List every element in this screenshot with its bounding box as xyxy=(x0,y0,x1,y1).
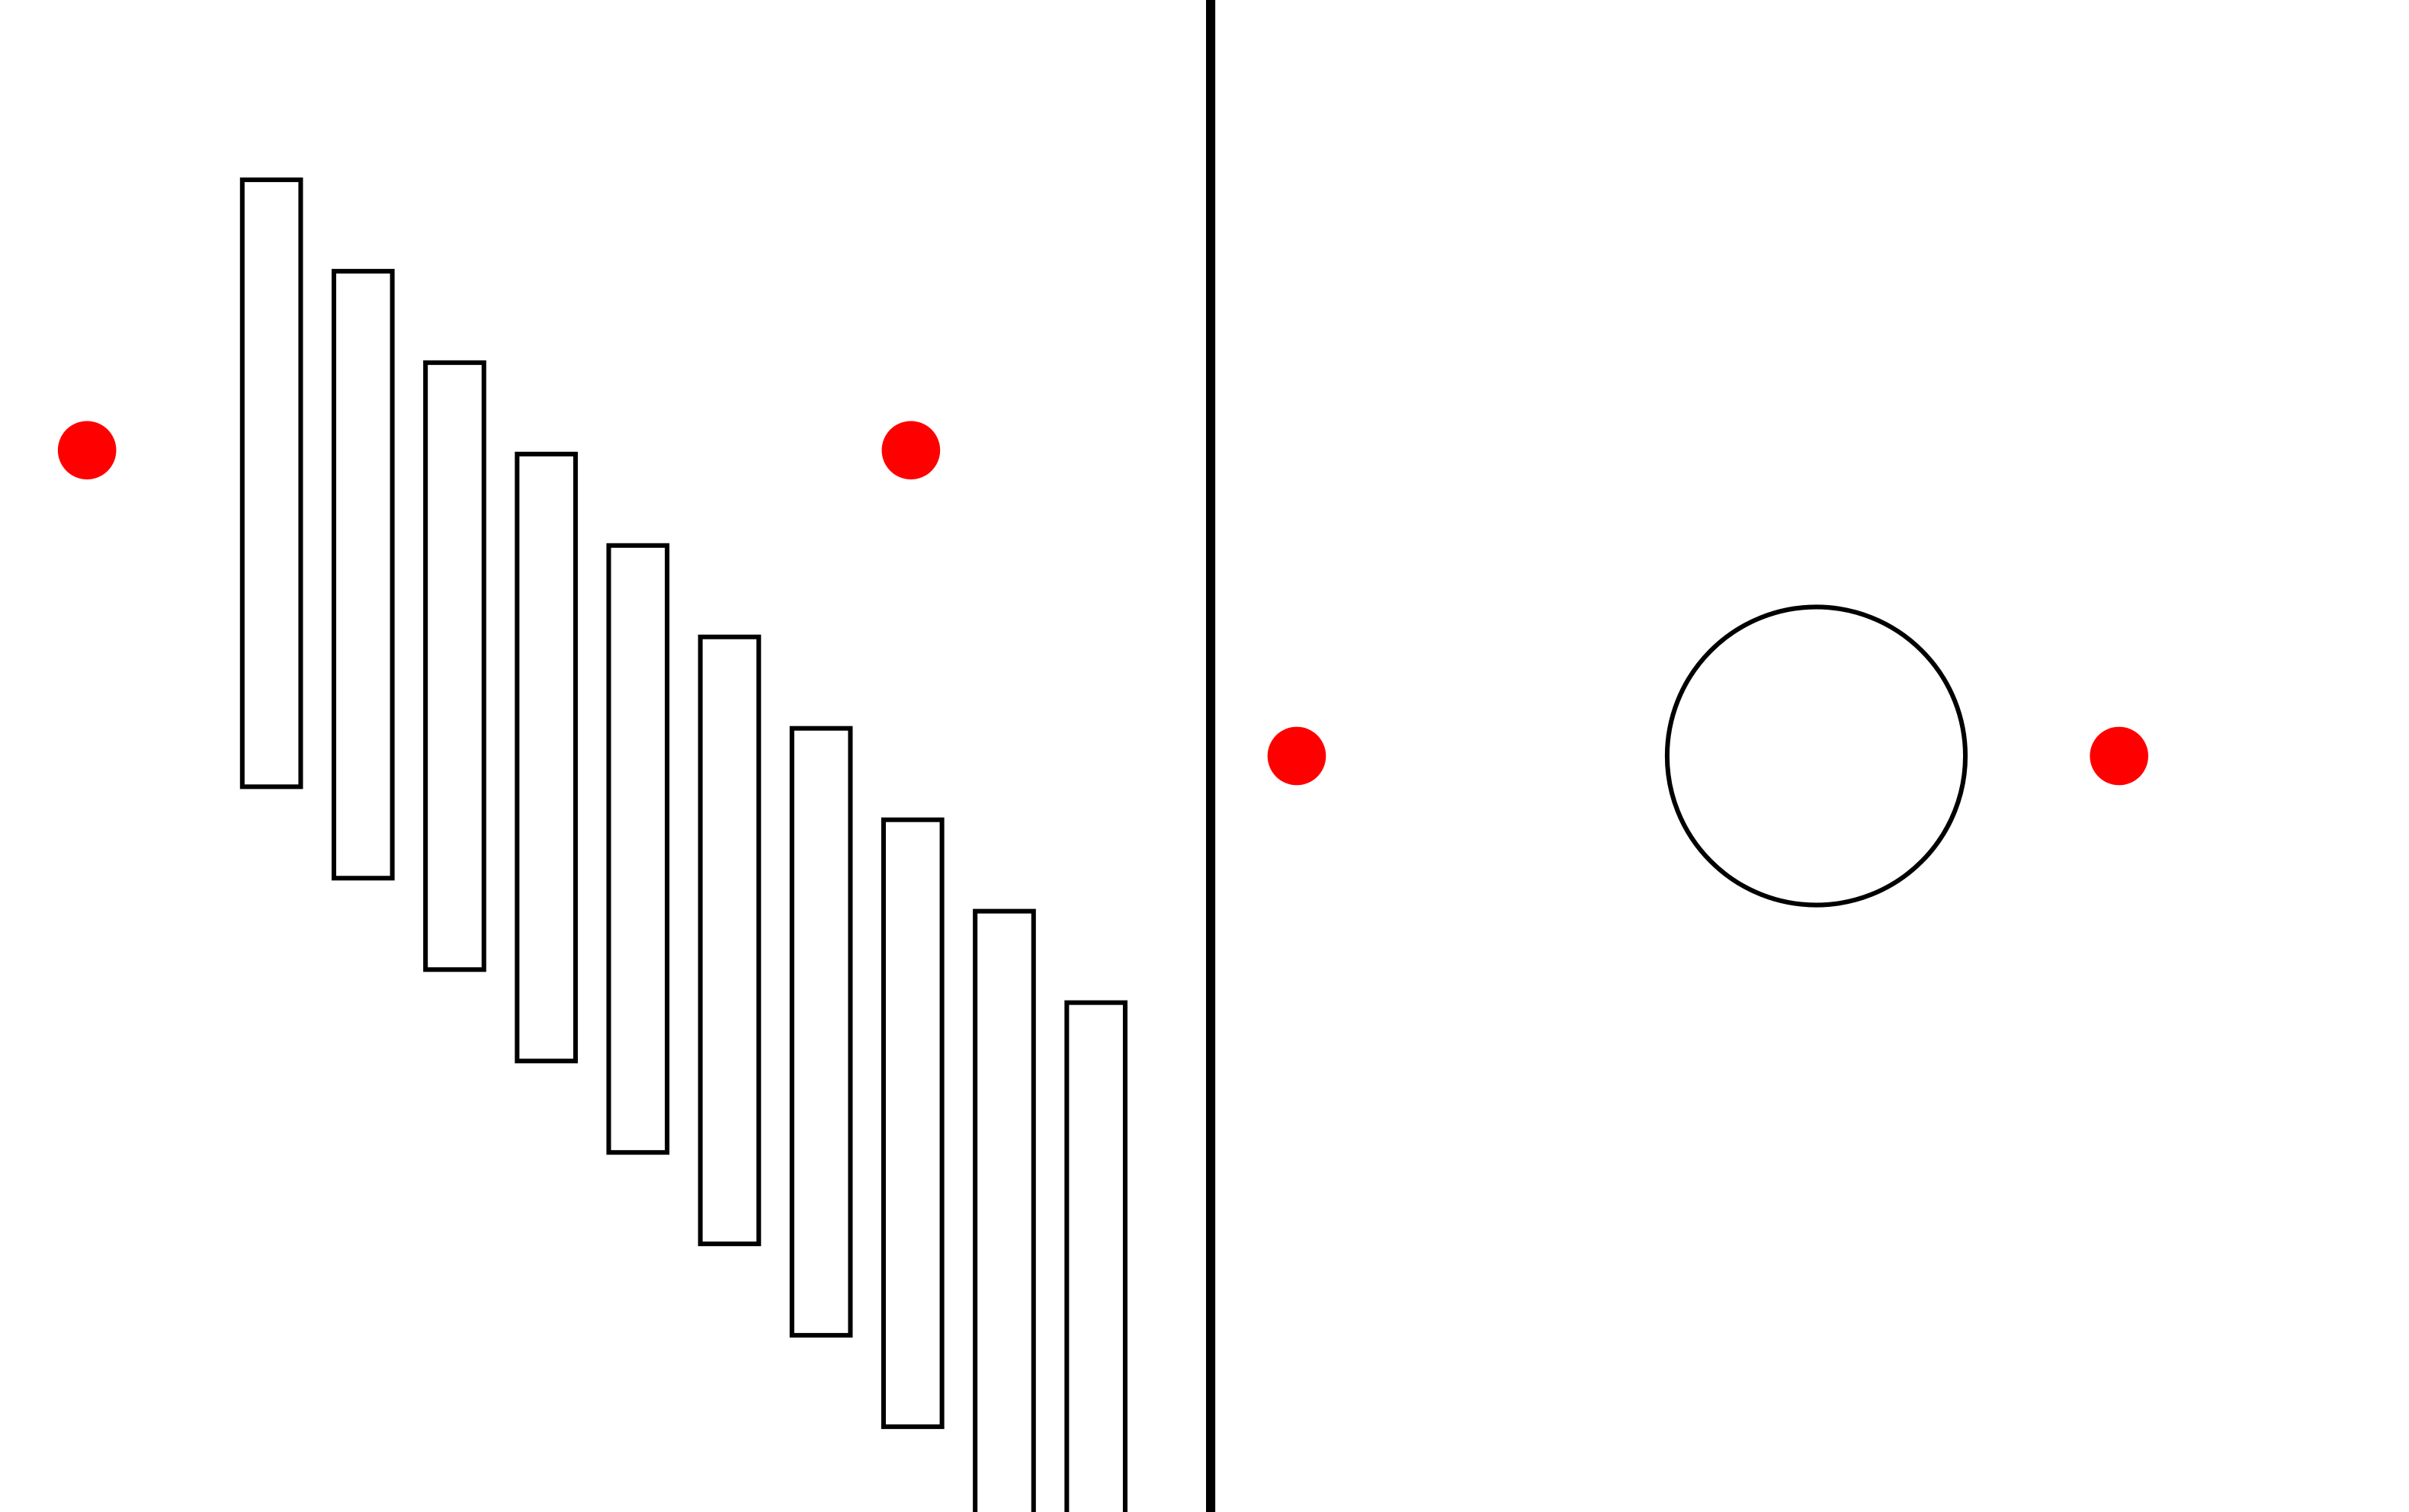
bar-3 xyxy=(423,360,486,972)
bar-6 xyxy=(698,634,762,1247)
red-dot-left-panel-right xyxy=(881,421,941,480)
bar-4 xyxy=(515,451,578,1064)
bar-5 xyxy=(606,543,670,1155)
red-dot-right-panel-left xyxy=(1267,726,1326,786)
bar-1 xyxy=(239,177,303,790)
right-panel xyxy=(1267,604,2148,908)
background xyxy=(5,0,2404,1512)
bar-7 xyxy=(789,726,853,1338)
bar-10 xyxy=(1064,1000,1128,1512)
bar-9 xyxy=(973,908,1036,1512)
red-dot-left-panel-left xyxy=(57,421,117,480)
bar-2 xyxy=(331,268,395,881)
outline-circle xyxy=(1664,604,1968,908)
red-dot-right-panel-right xyxy=(2090,726,2148,786)
left-panel xyxy=(57,177,1128,1512)
bar-8 xyxy=(881,817,945,1430)
